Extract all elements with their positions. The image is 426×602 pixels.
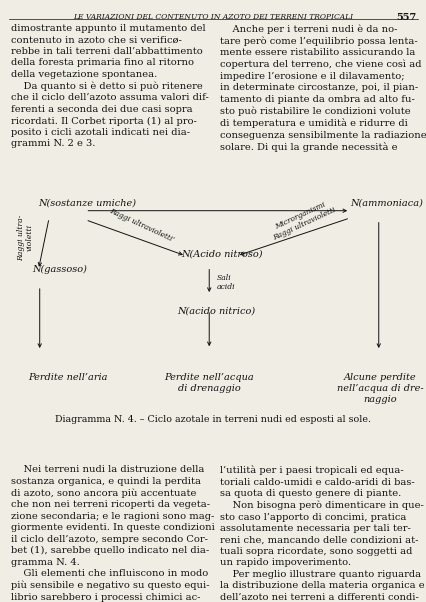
Text: N(gassoso): N(gassoso)	[32, 265, 87, 274]
Text: Perdite nell’acqua
di drenaggio: Perdite nell’acqua di drenaggio	[164, 373, 253, 393]
Text: N(Acido nitroso): N(Acido nitroso)	[181, 249, 262, 258]
Text: Microrganismi
Raggi ultravioletti: Microrganismi Raggi ultravioletti	[267, 198, 336, 242]
Text: Raggi ultravioletti’: Raggi ultravioletti’	[108, 207, 176, 244]
Text: l’utilità per i paesi tropicali ed equa-
toriali caldo-umidi e caldo-aridi di ba: l’utilità per i paesi tropicali ed equa-…	[219, 465, 423, 602]
Text: Alcune perdite
nell’acqua di dre-
naggio: Alcune perdite nell’acqua di dre- naggio	[336, 373, 422, 404]
Text: Nei terreni nudi la distruzione della
sostanza organica, e quindi la perdita
di : Nei terreni nudi la distruzione della so…	[11, 465, 214, 602]
Text: Raggi ultra-
violetti: Raggi ultra- violetti	[17, 215, 34, 261]
Text: LE VARIAZIONI DEL CONTENUTO IN AZOTO DEI TERRENI TROPICALI: LE VARIAZIONI DEL CONTENUTO IN AZOTO DEI…	[73, 13, 353, 20]
Text: Diagramma N. 4. – Ciclo azotale in terreni nudi ed esposti al sole.: Diagramma N. 4. – Ciclo azotale in terre…	[55, 415, 371, 424]
Text: N(acido nitrico): N(acido nitrico)	[177, 306, 255, 315]
Text: N(ammoniaca): N(ammoniaca)	[349, 198, 422, 207]
Text: N(sostanze umiche): N(sostanze umiche)	[38, 198, 136, 207]
Text: Anche per i terreni nudi è da no-
tare però come l’equilibrio possa lenta-
mente: Anche per i terreni nudi è da no- tare p…	[219, 24, 426, 152]
Text: 557: 557	[395, 13, 415, 22]
Text: Perdite nell’aria: Perdite nell’aria	[28, 373, 107, 382]
Text: Sali
acidi: Sali acidi	[216, 275, 235, 291]
Text: dimostrante appunto il mutamento del
contenuto in azoto che si verificø-
rebbe i: dimostrante appunto il mutamento del con…	[11, 24, 208, 149]
